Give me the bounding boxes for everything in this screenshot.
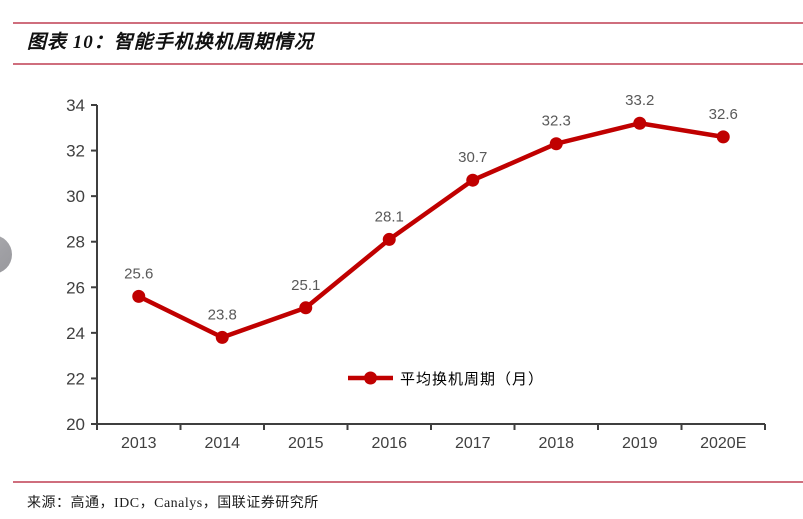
x-tick-label: 2013	[121, 435, 157, 452]
x-tick-label: 2015	[288, 435, 324, 452]
data-label: 23.8	[208, 306, 237, 323]
y-tick-label: 26	[66, 278, 85, 297]
left-edge-ornament-circle	[0, 235, 12, 274]
data-label: 33.2	[625, 92, 654, 109]
y-tick-label: 30	[66, 187, 85, 206]
bottom-divider-line	[13, 481, 803, 483]
y-tick-label: 22	[66, 369, 85, 388]
top-divider-line	[13, 22, 803, 24]
series-line	[136, 120, 726, 340]
x-tick-label: 2016	[371, 435, 407, 452]
data-label: 30.7	[458, 149, 487, 166]
y-tick-label: 34	[66, 96, 85, 115]
data-point	[716, 130, 730, 144]
data-label: 28.1	[375, 208, 404, 225]
data-point	[466, 173, 480, 187]
legend-label: 平均换机周期（月）	[400, 371, 544, 388]
data-point	[382, 232, 396, 246]
data-point	[299, 301, 313, 315]
chart-title: 图表 10：智能手机换机周期情况	[27, 32, 314, 53]
x-tick-label: 2018	[538, 435, 574, 452]
y-tick-label: 24	[66, 324, 85, 343]
x-tick-label: 2014	[204, 435, 240, 452]
source-note: 来源：高通，IDC，Canalys，国联证券研究所	[27, 496, 319, 511]
y-tick-label: 28	[66, 233, 85, 252]
x-tick-label: 2020E	[700, 435, 746, 452]
data-label: 32.6	[709, 106, 738, 123]
data-label: 32.3	[542, 113, 571, 130]
x-tick-label: 2019	[622, 435, 658, 452]
title-divider-line	[13, 63, 803, 65]
y-tick-label: 20	[66, 415, 85, 434]
data-label: 25.6	[124, 265, 153, 282]
data-point	[633, 116, 647, 130]
data-point	[549, 137, 563, 151]
x-tick-label: 2017	[455, 435, 491, 452]
data-point	[215, 330, 229, 344]
y-tick-label: 32	[66, 142, 85, 161]
legend-marker-dot	[364, 371, 377, 385]
data-point	[132, 289, 146, 303]
data-label: 25.1	[291, 277, 320, 294]
